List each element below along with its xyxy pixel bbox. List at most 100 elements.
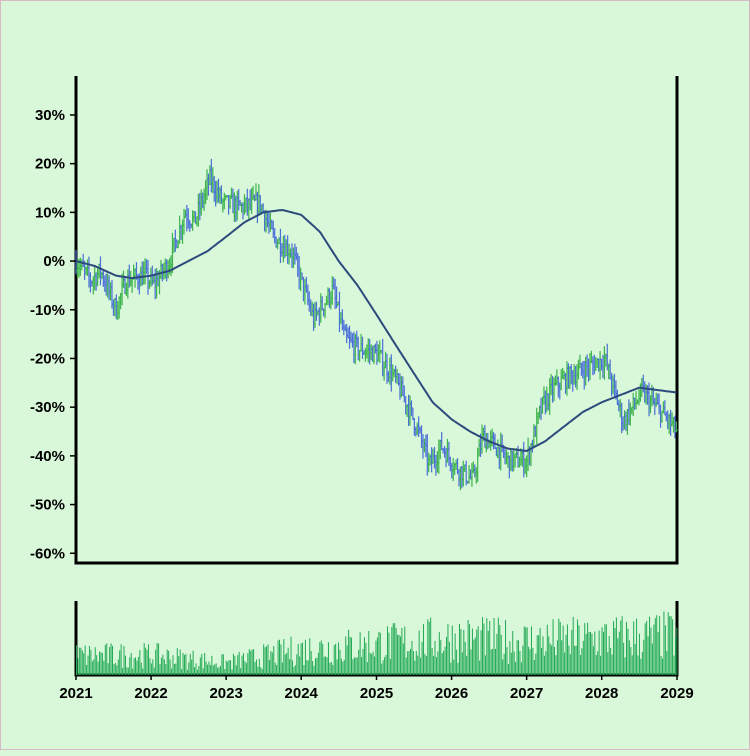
volume-bar <box>322 643 324 675</box>
volume-bar <box>146 649 148 675</box>
volume-bar <box>181 669 183 675</box>
volume-bar <box>568 645 570 675</box>
volume-bar <box>248 649 250 675</box>
volume-bar <box>433 655 435 675</box>
volume-bar <box>264 647 266 675</box>
volume-bar <box>628 640 630 675</box>
volume-bar <box>408 651 410 675</box>
volume-bar <box>592 646 594 675</box>
volume-bar <box>88 646 90 675</box>
volume-bar <box>497 617 499 675</box>
volume-bar <box>397 634 399 675</box>
volume-bar <box>103 660 105 675</box>
x-tick-label: 2023 <box>209 685 242 702</box>
volume-bar <box>221 654 223 675</box>
volume-bar <box>391 626 393 675</box>
volume-bar <box>566 624 568 675</box>
volume-bar <box>303 665 305 675</box>
volume-bar <box>506 647 508 675</box>
volume-bar <box>559 621 561 675</box>
volume-bar <box>284 654 286 675</box>
volume-bar <box>636 618 638 675</box>
volume-bar <box>386 626 388 675</box>
volume-bar <box>136 660 138 675</box>
volume-bar <box>418 630 420 675</box>
y-tick-label: 10% <box>35 204 65 221</box>
volume-bar <box>263 644 265 675</box>
volume-bar <box>617 638 619 675</box>
volume-bar <box>267 644 269 675</box>
volume-bar <box>476 629 478 675</box>
volume-bar <box>463 630 465 675</box>
volume-bar <box>316 657 318 675</box>
volume-bar <box>81 650 83 675</box>
volume-bar <box>104 644 106 675</box>
volume-bar <box>257 666 259 675</box>
volume-bar <box>515 662 517 675</box>
volume-bar <box>415 650 417 675</box>
volume-bar <box>186 669 188 675</box>
volume-bar <box>254 661 256 675</box>
y-axis-ticks: 30% 20% 10% 0% -10% -20% -30% -40% -50% -60% <box>30 107 76 562</box>
volume-bar <box>417 655 419 675</box>
volume-bar <box>291 660 293 675</box>
volume-bar <box>654 618 656 675</box>
volume-bar <box>425 655 427 675</box>
volume-bar <box>611 654 613 675</box>
volume-bar <box>640 658 642 675</box>
volume-bar <box>660 655 662 675</box>
volume-bar <box>139 649 141 675</box>
y-tick-label: -60% <box>30 545 65 562</box>
volume-bar <box>123 645 125 675</box>
volume-bar <box>147 644 149 675</box>
volume-bar <box>565 634 567 675</box>
volume-bar <box>130 653 132 675</box>
volume-bar <box>453 659 455 675</box>
volume-bar <box>674 637 676 675</box>
volume-bar <box>634 643 636 675</box>
volume-bar <box>142 668 144 675</box>
volume-bar <box>430 617 432 675</box>
volume-bar <box>346 645 348 675</box>
volume-bar <box>225 660 227 675</box>
ohlc-bar <box>674 421 678 433</box>
volume-bar <box>520 662 522 675</box>
volume-bar <box>385 654 387 675</box>
volume-bar <box>410 648 412 675</box>
volume-bar <box>99 651 101 675</box>
volume-bar <box>212 665 214 675</box>
volume-bar <box>589 631 591 675</box>
y-tick-label: -40% <box>30 448 65 465</box>
volume-bar <box>306 659 308 675</box>
volume-bar <box>414 660 416 675</box>
volume-bar <box>404 626 406 675</box>
volume-bar <box>561 640 563 675</box>
volume-bar <box>195 663 197 675</box>
volume-bar <box>466 655 468 675</box>
volume-bar <box>581 648 583 675</box>
volume-bar <box>228 659 230 675</box>
x-tick-label: 2024 <box>285 685 319 702</box>
volume-bar <box>290 636 292 675</box>
volume-bar <box>502 659 504 675</box>
volume-bar <box>363 637 365 675</box>
volume-bar <box>651 643 653 675</box>
volume-bar <box>664 625 666 675</box>
volume-bar <box>578 625 580 675</box>
volume-bar <box>428 621 430 675</box>
volume-bar <box>176 648 178 675</box>
volume-bar <box>124 655 126 675</box>
volume-bar <box>211 655 213 675</box>
volume-bar <box>434 640 436 675</box>
volume-bar <box>162 654 164 675</box>
volume-bar <box>132 668 134 675</box>
volume-bar <box>444 646 446 675</box>
volume-bar <box>202 668 204 675</box>
volume-bar <box>199 657 201 675</box>
volume-bar <box>230 660 232 675</box>
volume-bar <box>368 630 370 675</box>
volume-bar <box>245 663 247 675</box>
volume-bar <box>312 661 314 675</box>
volume-bar <box>585 634 587 675</box>
